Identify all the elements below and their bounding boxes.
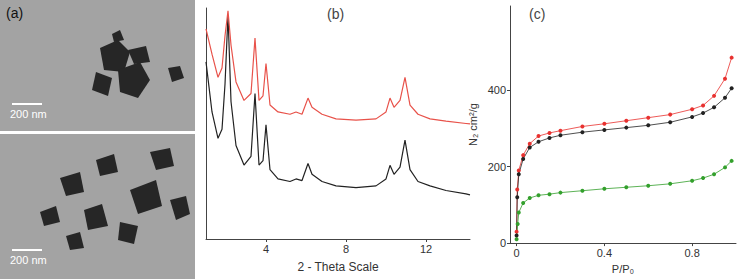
svg-text:0.8: 0.8	[684, 247, 699, 259]
svg-text:N₂ cm²/g: N₂ cm²/g	[467, 103, 479, 146]
svg-text:200: 200	[488, 161, 506, 173]
svg-text:2 - Theta Scale: 2 - Theta Scale	[297, 260, 378, 274]
svg-text:400: 400	[488, 84, 506, 96]
svg-text:200 nm: 200 nm	[10, 254, 47, 266]
svg-text:(a): (a)	[6, 5, 23, 21]
svg-text:(b): (b)	[327, 6, 344, 22]
svg-text:0: 0	[514, 247, 520, 259]
svg-text:200 nm: 200 nm	[10, 108, 47, 120]
svg-text:12: 12	[420, 243, 432, 255]
svg-text:0.4: 0.4	[597, 247, 612, 259]
svg-text:P/P₀: P/P₀	[612, 263, 634, 275]
svg-text:4: 4	[263, 243, 269, 255]
svg-text:0: 0	[500, 237, 506, 249]
svg-text:8: 8	[343, 243, 349, 255]
svg-text:(c): (c)	[529, 6, 545, 22]
